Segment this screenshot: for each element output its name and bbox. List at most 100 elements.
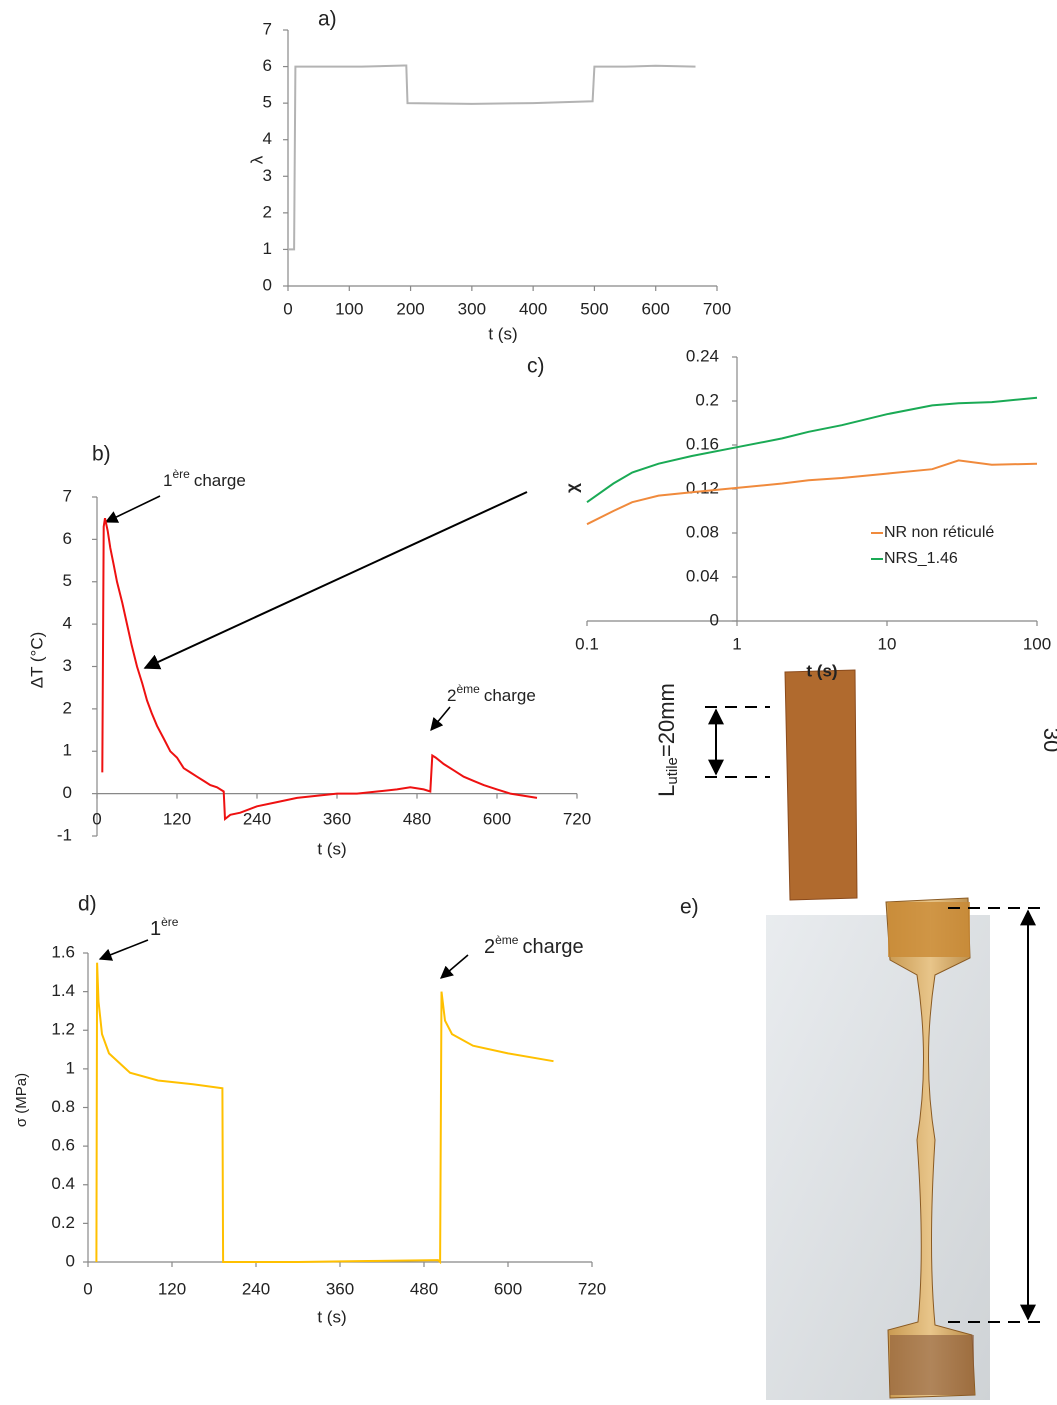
y-tick-label: 0: [263, 275, 272, 294]
x-tick-label: 120: [163, 809, 191, 828]
x-tick-label: 240: [243, 809, 271, 828]
data-line: [586, 396, 1038, 504]
x-tick-label: 720: [578, 1279, 606, 1298]
legend-label: NR non réticulé: [884, 524, 994, 541]
x-tick-label: 100: [335, 299, 363, 318]
x-tick-label: 500: [580, 299, 608, 318]
y-tick-label: 0.8: [51, 1097, 75, 1116]
x-tick-label: 0: [283, 299, 292, 318]
length-main: L: [654, 785, 679, 797]
chart-title: b): [92, 443, 111, 466]
y-tick-label: 1: [263, 239, 272, 258]
y-tick-label: 2: [63, 698, 72, 717]
y-tick-label: 0.08: [686, 522, 719, 541]
x-tick-label: 100: [1023, 634, 1051, 653]
annotation-arrow: [430, 706, 451, 731]
y-tick-label: 3: [263, 166, 272, 185]
annotation-arrow: [440, 954, 469, 979]
annotation-number: 1: [150, 918, 161, 940]
x-tick-label: 10: [878, 634, 897, 653]
dimension-lines: [705, 706, 1045, 1323]
y-tick-label: 0.2: [695, 390, 719, 409]
y-tick-label: 1.2: [51, 1020, 75, 1039]
chart-title: d): [78, 893, 97, 916]
annotation-superscript: ème: [495, 933, 519, 947]
data-line: [288, 64, 696, 251]
x-tick-label: 0: [83, 1279, 92, 1298]
y-tick-label: 6: [63, 529, 72, 548]
x-tick-label: 600: [483, 809, 511, 828]
length-sub: utile: [664, 757, 681, 785]
legend-label: NRS_1.46: [884, 550, 958, 567]
y-tick-label: 2: [263, 202, 272, 221]
x-tick-label: 300: [458, 299, 486, 318]
y-tick-label: -1: [57, 825, 72, 844]
annotation: 2ème charge: [484, 933, 584, 958]
x-axis-label: t (s): [317, 839, 346, 858]
annotation-arrow: [104, 495, 161, 523]
x-tick-label: 240: [242, 1279, 270, 1298]
link-arrow: [143, 491, 528, 670]
y-tick-label: 0.6: [51, 1136, 75, 1155]
x-tick-label: 600: [642, 299, 670, 318]
x-tick-label: 720: [563, 809, 591, 828]
x-tick-label: 400: [519, 299, 547, 318]
y-tick-label: 0.4: [51, 1174, 75, 1193]
x-tick-label: 480: [403, 809, 431, 828]
x-tick-label: 1: [732, 634, 741, 653]
x-tick-label: 200: [396, 299, 424, 318]
x-tick-label: 700: [703, 299, 731, 318]
y-tick-label: 1: [66, 1058, 75, 1077]
chart-title: c): [527, 355, 545, 378]
y-tick-label: 0.2: [51, 1213, 75, 1232]
chart: 0 120 240 360 480 600 720 0 0.2 0.4 0.6 0.8 1 1.2 1.4 1…: [13, 893, 606, 1327]
x-axis-label: t (s): [806, 661, 837, 680]
annotation-suffix: charge: [522, 936, 583, 958]
y-axis-label: χ: [562, 483, 581, 493]
annotation-number: 2: [484, 936, 495, 958]
y-axis-label: σ (MPa): [13, 1073, 30, 1127]
data-line: [586, 459, 1038, 526]
y-tick-label: 6: [263, 56, 272, 75]
y-tick-label: 1: [63, 741, 72, 760]
length-rest: =20mm: [654, 683, 679, 757]
y-tick-label: 0.16: [686, 434, 719, 453]
annotation: 1ère: [150, 915, 179, 940]
annotation: 1ère charge: [163, 467, 246, 490]
y-tick-label: 5: [63, 571, 72, 590]
x-tick-label: 0: [92, 809, 101, 828]
annotation-number: 1: [163, 471, 172, 490]
y-tick-label: 0.04: [686, 566, 719, 585]
x-tick-label: 480: [410, 1279, 438, 1298]
x-axis-label: t (s): [317, 1307, 346, 1326]
annotation-suffix: charge: [484, 686, 536, 705]
y-tick-label: 7: [263, 19, 272, 38]
y-axis-label: λ: [247, 155, 266, 164]
x-tick-label: 120: [158, 1279, 186, 1298]
x-tick-label: 360: [326, 1279, 354, 1298]
y-tick-label: 5: [263, 93, 272, 112]
y-tick-label: 0.12: [686, 478, 719, 497]
data-line: [95, 962, 554, 1265]
data-line: [101, 517, 538, 821]
y-tick-label: 0: [710, 610, 719, 629]
x-tick-label: 600: [494, 1279, 522, 1298]
annotation: 2ème charge: [447, 682, 536, 705]
y-axis-label: ΔT (°C): [27, 632, 46, 689]
x-tick-label: 360: [323, 809, 351, 828]
x-axis-label: t (s): [488, 324, 517, 343]
panel-title: e): [680, 896, 699, 919]
photo: [766, 669, 990, 1400]
annotation-superscript: ère: [172, 467, 190, 481]
x-tick-label: 0.1: [575, 634, 599, 653]
chart-title: a): [318, 8, 337, 31]
length-label: Lutile=20mm: [654, 683, 681, 797]
y-tick-label: 4: [263, 129, 272, 148]
y-tick-label: 7: [63, 486, 72, 505]
y-tick-label: 0.24: [686, 346, 719, 365]
right-length-label: 30: [1039, 728, 1057, 752]
annotation-superscript: ème: [456, 682, 480, 696]
y-tick-label: 0: [66, 1251, 75, 1270]
y-tick-label: 0: [63, 783, 72, 802]
